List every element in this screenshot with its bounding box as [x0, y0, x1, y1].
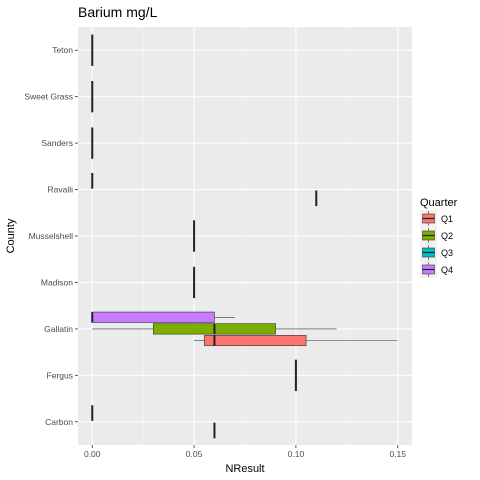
y-tick-label: Musselshell — [29, 231, 74, 241]
y-tick-label: Fergus — [47, 370, 73, 380]
y-tick-label: Madison — [41, 277, 73, 287]
legend-label: Q1 — [441, 214, 453, 224]
x-axis: 0.00 0.05 0.10 0.15 — [84, 445, 406, 459]
x-axis-title: NResult — [225, 463, 264, 475]
x-tick-label: 0.10 — [288, 449, 305, 459]
y-tick-label: Teton — [52, 45, 73, 55]
y-tick-label: Ravalli — [47, 185, 73, 195]
box-rect — [91, 311, 215, 323]
x-tick-label: 0.00 — [84, 449, 101, 459]
y-tick-label: Sanders — [41, 138, 73, 148]
box-layer — [91, 34, 398, 439]
x-tick-label: 0.15 — [389, 449, 406, 459]
box-gallatin-q1 — [194, 334, 398, 347]
x-tick-label: 0.05 — [186, 449, 203, 459]
box-gallatin-q4 — [91, 311, 235, 323]
legend-label: Q4 — [441, 265, 453, 275]
legend-title: Quarter — [420, 197, 458, 209]
y-axis: Carbon Fergus Gallatin Madison Musselshell Ra… — [24, 45, 78, 427]
legend-label: Q3 — [441, 248, 453, 258]
legend: Quarter Q1 Q2 Q3 Q4 — [420, 197, 458, 278]
chart-title: Barium mg/L — [78, 4, 158, 20]
box-gallatin-q2 — [92, 323, 337, 335]
box-rect — [203, 334, 307, 347]
legend-label: Q2 — [441, 231, 453, 241]
y-tick-label: Sweet Grass — [24, 92, 73, 102]
y-axis-title: County — [5, 218, 17, 253]
y-tick-label: Carbon — [45, 417, 73, 427]
y-tick-label: Gallatin — [44, 324, 73, 334]
